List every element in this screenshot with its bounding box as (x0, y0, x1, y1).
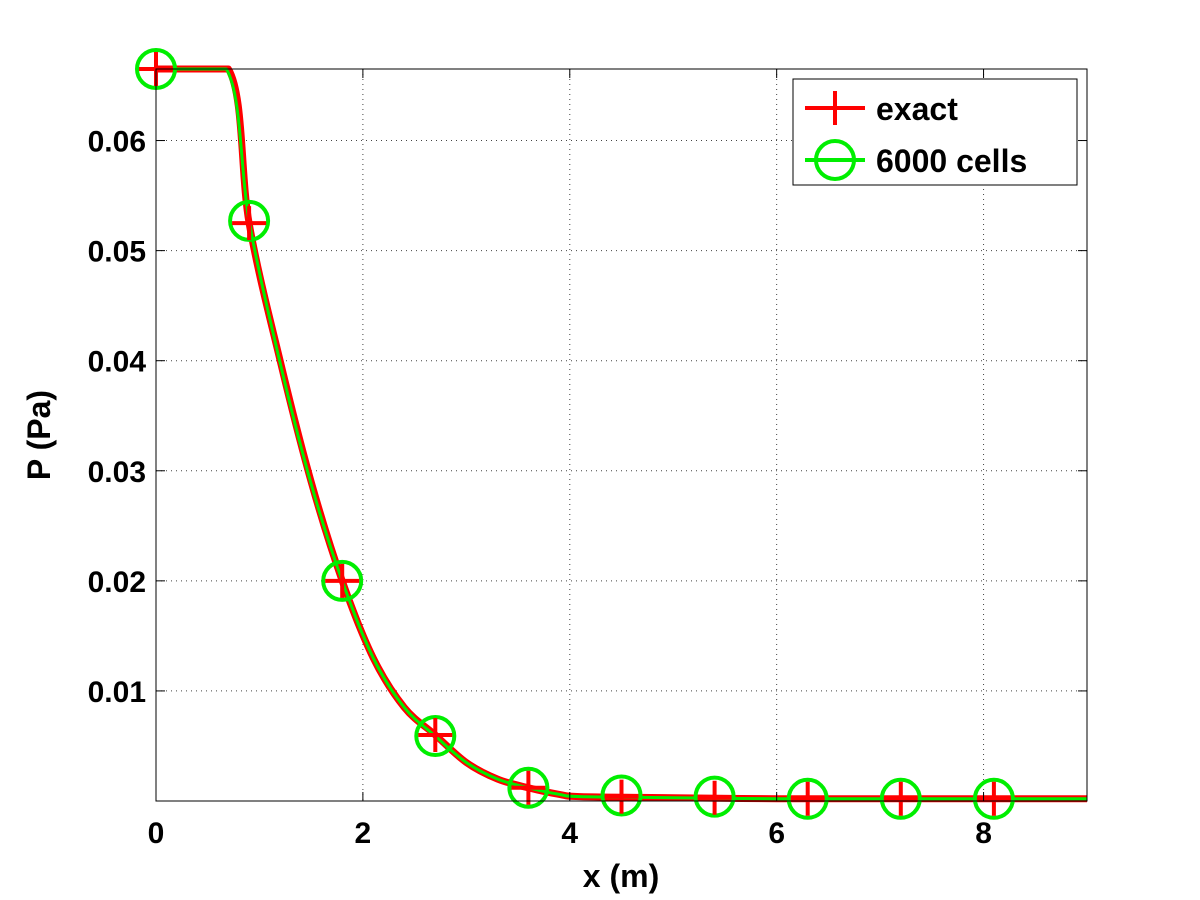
y-axis-label: P (Pa) (21, 390, 57, 480)
y-tick-label: 0.03 (88, 456, 146, 489)
x-tick-label: 2 (355, 817, 372, 850)
data-point-cells (972, 777, 1015, 820)
data-point-exact (883, 781, 918, 816)
legend-box (792, 78, 1078, 186)
y-tick-label: 0.06 (88, 126, 146, 159)
series-lines (156, 65, 1087, 803)
x-tick-label: 8 (975, 817, 992, 850)
plot-frame (155, 68, 1088, 802)
legend: exact 6000 cells (792, 78, 1078, 186)
y-tick-label: 0.04 (88, 346, 147, 379)
data-point-exact (418, 717, 453, 752)
data-point-cells (693, 775, 736, 818)
x-axis-label: x (m) (583, 858, 659, 894)
data-point-cells (321, 559, 364, 602)
series-line-cells (156, 67, 1087, 801)
x-tick-label: 0 (148, 817, 165, 850)
legend-marker-circle-icon (814, 139, 856, 181)
data-point-cells (879, 777, 922, 820)
y-axis-ticks: 0.01 0.02 0.03 0.04 0.05 0.06 (88, 126, 1087, 709)
data-point-exact (511, 770, 546, 805)
data-point-cells (507, 766, 550, 809)
legend-entry-cells: 6000 cells (805, 139, 1027, 181)
data-point-exact (232, 206, 267, 241)
data-point-exact (325, 563, 360, 598)
data-point-cells (786, 777, 829, 820)
legend-label-cells: 6000 cells (876, 143, 1027, 179)
series-markers (135, 48, 1015, 820)
grid-lines (156, 69, 1087, 801)
data-point-exact (604, 779, 639, 814)
data-point-exact (976, 781, 1011, 816)
legend-entry-exact: exact (805, 91, 958, 127)
data-point-exact (697, 780, 732, 815)
y-tick-label: 0.02 (88, 566, 146, 599)
data-point-cells (414, 715, 457, 758)
y-tick-label: 0.05 (88, 236, 146, 269)
legend-marker-plus-icon (818, 91, 852, 125)
x-tick-label: 6 (768, 817, 785, 850)
plot-background (156, 69, 1087, 801)
x-axis-ticks: 0 2 4 6 8 (148, 69, 992, 850)
x-tick-label: 4 (561, 817, 578, 850)
legend-label-exact: exact (876, 91, 958, 127)
data-point-exact (790, 781, 825, 816)
y-tick-label: 0.01 (88, 676, 146, 709)
data-point-cells (600, 774, 643, 817)
